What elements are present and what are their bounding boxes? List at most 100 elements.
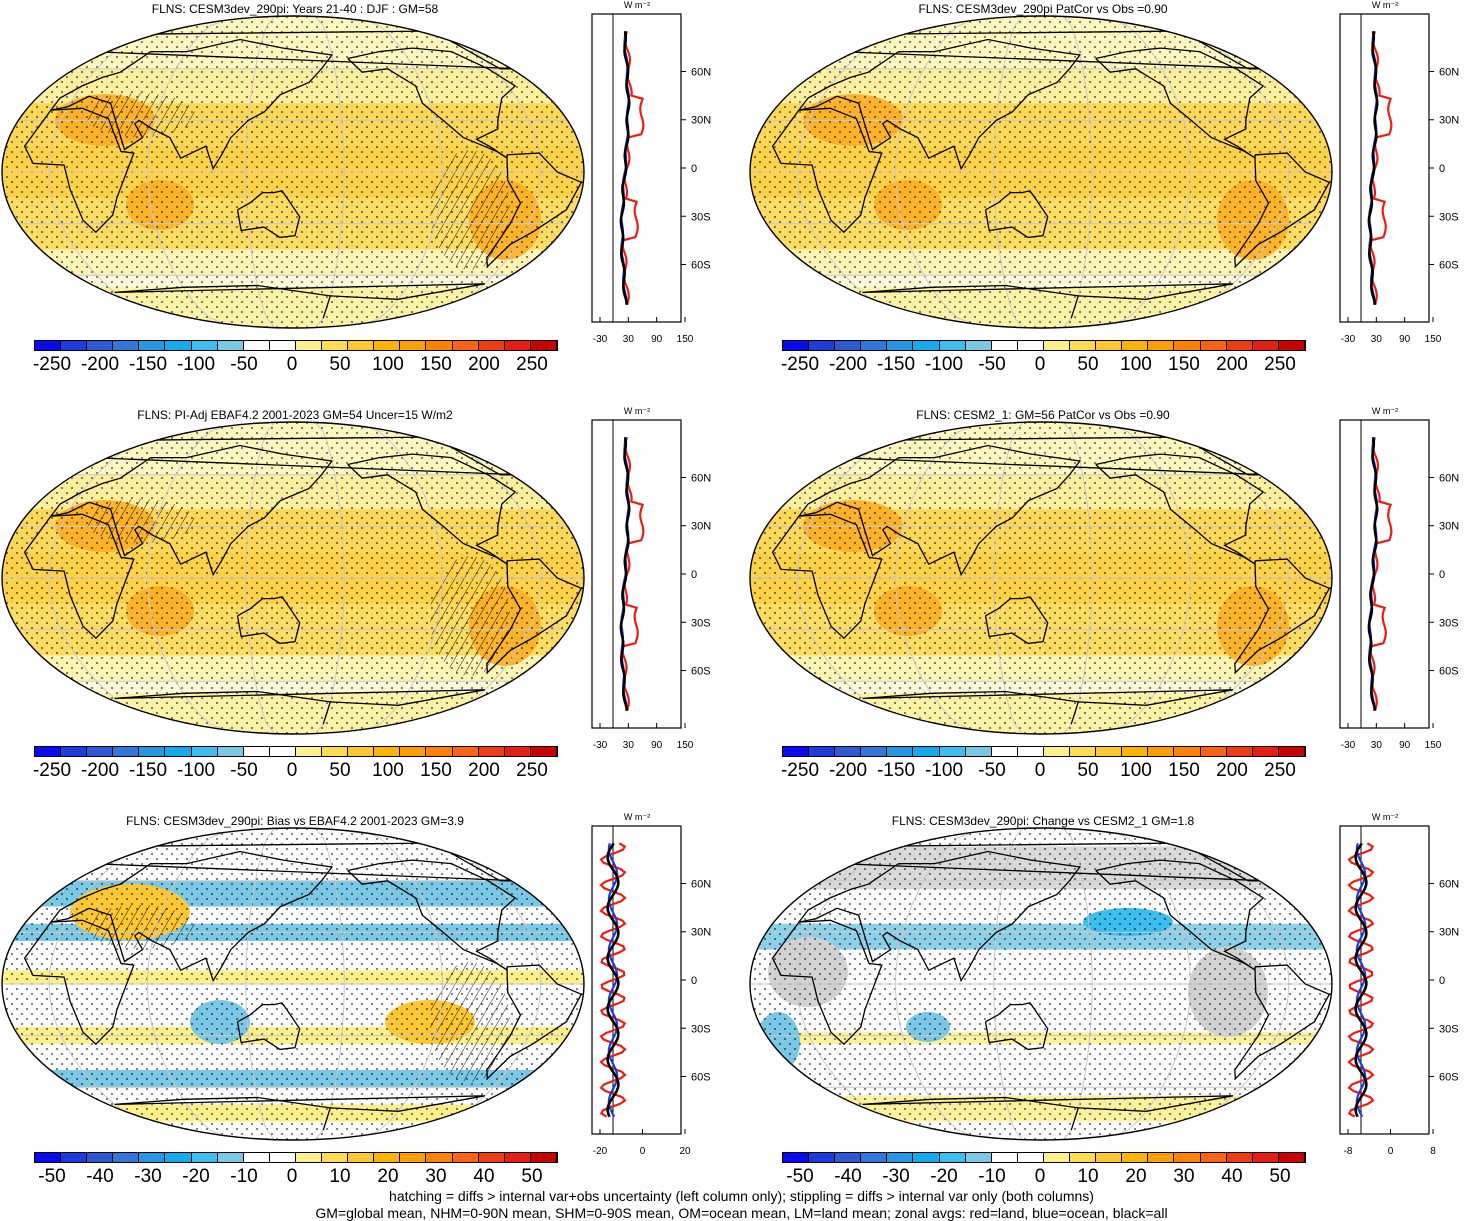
lat-tick-label: 60N [1439, 878, 1459, 890]
colorbar-tick-label: -40 [86, 1166, 114, 1187]
map-field [2, 16, 584, 328]
zonal-series [599, 842, 627, 1118]
colorbar-swatch [887, 1153, 914, 1162]
zonal-series [1355, 843, 1367, 1118]
zonal-unit-label: W m⁻² [1372, 406, 1398, 416]
lat-tick-label: 0 [691, 163, 697, 175]
colorbar-tick-label: 50 [329, 354, 351, 375]
colorbar-swatch [165, 341, 192, 350]
colorbar-swatch [61, 747, 88, 756]
lat-tick-label: 60S [1439, 666, 1459, 678]
zonal-tick-label: -30 [593, 334, 608, 345]
colorbar-swatch [243, 1153, 270, 1162]
zonal-series [1354, 842, 1368, 1118]
colorbar-swatch [1226, 1153, 1253, 1162]
colorbar-swatch [1070, 747, 1097, 756]
zonal-series [1367, 437, 1379, 711]
zonal-tick-label: 20 [679, 1146, 691, 1157]
colorbar-swatch [295, 1153, 323, 1162]
colorbar-swatch [1043, 341, 1071, 350]
colorbar-swatch [530, 747, 557, 756]
colorbar-swatch [322, 1153, 349, 1162]
colorbar-swatch [783, 1153, 810, 1162]
colorbar-swatch [243, 341, 270, 350]
colorbar-tick-label: 20 [377, 1166, 399, 1187]
zonal-tick-label: -20 [593, 1146, 608, 1157]
zonal-tick-label: 90 [651, 334, 663, 345]
colorbar-swatch [1148, 747, 1175, 756]
colorbar-tick-label: 250 [1264, 760, 1296, 781]
colorbar [34, 746, 558, 757]
colorbar-tick-label: -100 [924, 760, 964, 781]
colorbar-tick-label: -250 [780, 354, 820, 375]
colorbar-tick-label: -10 [978, 1166, 1006, 1187]
colorbar-tick-label: -200 [80, 760, 120, 781]
colorbar-swatch [426, 341, 453, 350]
colorbar-swatch [913, 747, 940, 756]
panel-title: FLNS: CESM3dev_290pi: Bias vs EBAF4.2 20… [126, 814, 464, 828]
zonal-mean-plot: W m⁻² 60N 30N 0 30S 60S -30 30 90 150 [1339, 406, 1459, 751]
zonal-unit-label: W m⁻² [1372, 0, 1398, 10]
colorbar-swatch [913, 1153, 940, 1162]
colorbar-swatch [1200, 1153, 1227, 1162]
lat-tick-label: 30S [691, 1023, 711, 1035]
colorbar-tick-label: 30 [425, 1166, 447, 1187]
zonal-frame [1339, 13, 1430, 323]
colorbar-swatch [1226, 747, 1253, 756]
colorbar-swatch [861, 747, 888, 756]
colorbar-swatch [965, 747, 992, 756]
zonal-series [1367, 31, 1379, 305]
colorbar-swatch [1174, 747, 1201, 756]
colorbar-tick-label: -30 [134, 1166, 162, 1187]
world-map [1, 15, 585, 329]
colorbar-swatch [478, 341, 505, 350]
colorbar-swatch [322, 341, 349, 350]
colorbar-tick-label: 150 [420, 760, 452, 781]
colorbar-swatch [861, 341, 888, 350]
zonal-unit-label: W m⁻² [624, 406, 650, 416]
colorbar-swatch [348, 341, 375, 350]
lat-tick-label: 30N [691, 927, 711, 939]
colorbar-swatch [939, 1153, 966, 1162]
colorbar-swatch [269, 747, 296, 756]
colorbar-swatch [1148, 341, 1175, 350]
colorbar-swatch [452, 747, 479, 756]
colorbar-tick-label: 40 [473, 1166, 495, 1187]
colorbar-tick-label: -50 [978, 354, 1006, 375]
map-field [750, 828, 1332, 1140]
zonal-tick-label: -30 [1341, 740, 1356, 751]
colorbar-swatch [139, 747, 166, 756]
colorbar-tick-label: -250 [780, 760, 820, 781]
colorbar-tick-label: 200 [1216, 354, 1248, 375]
colorbar-swatch [835, 341, 862, 350]
zonal-series [1347, 842, 1375, 1118]
colorbar-tick-label: 20 [1125, 1166, 1147, 1187]
panel-title: FLNS: CESM3dev_290pi: Years 21-40 : DJF … [151, 2, 439, 16]
lat-tick-label: 30S [1439, 617, 1459, 629]
colorbar-swatch [1174, 1153, 1201, 1162]
colorbar-swatch [1096, 747, 1123, 756]
colorbar-tick-label: 10 [1077, 1166, 1099, 1187]
colorbar-swatch [191, 341, 218, 350]
lat-tick-label: 30N [691, 521, 711, 533]
colorbar-swatch [887, 747, 914, 756]
colorbar-swatch [35, 747, 62, 756]
colorbar-tick-label: -30 [882, 1166, 910, 1187]
colorbar-swatch [504, 341, 531, 350]
colorbar-swatch [1252, 747, 1279, 756]
colorbar [34, 1152, 558, 1163]
colorbar-tick-label: -150 [876, 760, 916, 781]
zonal-tick-label: 8 [1430, 1146, 1436, 1157]
colorbar-swatch [452, 1153, 479, 1162]
zonal-tick-label: 90 [651, 740, 663, 751]
colorbar-swatch [835, 747, 862, 756]
colorbar-swatch [191, 747, 218, 756]
colorbar-swatch [783, 747, 810, 756]
zonal-mean-plot: W m⁻² 60N 30N 0 30S 60S -30 30 90 150 [591, 406, 711, 751]
colorbar-swatch [809, 1153, 836, 1162]
colorbar-swatch [1200, 747, 1227, 756]
lat-tick-label: 30N [1439, 115, 1459, 127]
panel-title: FLNS: PI-Adj EBAF4.2 2001-2023 GM=54 Unc… [137, 408, 453, 422]
panel-title: FLNS: CESM3dev_290pi PatCor vs Obs =0.90 [918, 2, 1168, 16]
colorbar-swatch [295, 747, 323, 756]
